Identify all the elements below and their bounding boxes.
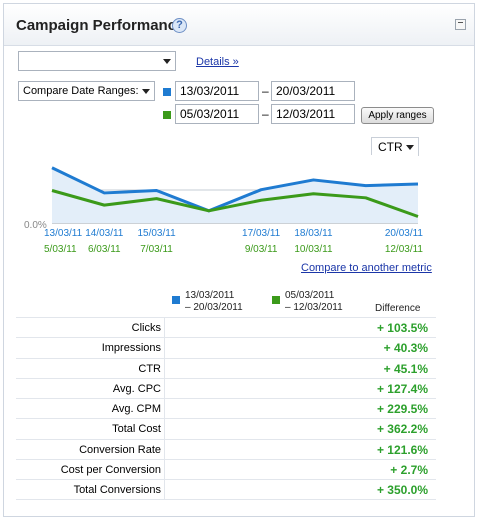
campaign-select[interactable] <box>18 51 176 71</box>
difference-value: + 40.3% <box>383 341 428 356</box>
ctr-line-chart: 0.0%13/03/11 14/03/11 15/03/11 17/03/11 18/0… <box>24 166 424 255</box>
table-row: Total Conversions + 350.0% <box>16 479 436 500</box>
x-tick-label: 9/03/11 <box>245 244 278 255</box>
x-tick-label: 5/03/11 <box>44 244 77 255</box>
details-link[interactable]: Details » <box>196 56 239 68</box>
comparison-table: Clicks + 103.5% Impressions + 40.3% CTR + 45.… <box>16 317 436 500</box>
x-tick-label: 13/03/11 <box>44 228 83 239</box>
metric-label: Clicks <box>131 322 161 334</box>
range2-color-swatch <box>163 111 171 119</box>
range1-dash: – <box>262 84 269 98</box>
metric-label: Cost per Conversion <box>60 464 161 477</box>
chevron-down-icon <box>142 89 150 94</box>
minimize-icon[interactable] <box>455 19 466 30</box>
difference-value: + 362.2% <box>376 422 428 437</box>
column-divider <box>164 480 165 499</box>
x-tick-label: 17/03/11 <box>242 228 281 239</box>
compare-mode-value: Compare Date Ranges: <box>23 85 139 97</box>
metric-label: Total Conversions <box>73 484 161 497</box>
table-row: Total Cost + 362.2% <box>16 418 436 439</box>
column-divider <box>164 318 165 338</box>
table-row: Conversion Rate + 121.6% <box>16 438 436 460</box>
x-tick-label: 12/03/11 <box>385 244 424 255</box>
table-row: Avg. CPM + 229.5% <box>16 398 436 419</box>
difference-header: Difference <box>375 303 421 314</box>
x-tick-label: 20/03/11 <box>385 228 424 239</box>
chevron-down-icon <box>406 145 414 150</box>
panel-title: Campaign Performance <box>16 17 185 34</box>
metric-label: Impressions <box>101 342 161 355</box>
table-row: Avg. CPC + 127.4% <box>16 377 436 399</box>
column-divider <box>164 378 165 399</box>
panel-header: Campaign Performance ? <box>4 4 474 46</box>
difference-value: + 121.6% <box>376 442 428 457</box>
compare-metric-link[interactable]: Compare to another metric <box>301 262 432 274</box>
column-divider <box>164 439 165 460</box>
legend-range2-line2: – 12/03/2011 <box>285 302 343 313</box>
table-row: Cost per Conversion + 2.7% <box>16 459 436 480</box>
legend-swatch-range2 <box>272 296 280 304</box>
legend-swatch-range1 <box>172 296 180 304</box>
x-tick-label: 7/03/11 <box>140 244 173 255</box>
table-row: Clicks + 103.5% <box>16 317 436 338</box>
metric-label: Total Cost <box>112 423 161 436</box>
compare-mode-select[interactable]: Compare Date Ranges: <box>18 81 155 101</box>
legend-range2-line1: 05/03/2011 <box>285 290 335 301</box>
column-divider <box>164 419 165 439</box>
range1-start-input[interactable]: 13/03/2011 <box>175 81 259 101</box>
range2-start-input[interactable]: 05/03/2011 <box>175 104 259 124</box>
difference-value: + 350.0% <box>376 483 428 498</box>
x-tick-label: 6/03/11 <box>88 244 121 255</box>
help-icon[interactable]: ? <box>172 18 187 33</box>
difference-value: + 2.7% <box>390 463 428 478</box>
apply-ranges-button[interactable]: Apply ranges <box>361 107 434 124</box>
range1-color-swatch <box>163 88 171 96</box>
difference-value: + 127.4% <box>376 381 428 396</box>
column-divider <box>164 358 165 378</box>
column-divider <box>164 399 165 419</box>
difference-value: + 103.5% <box>376 321 428 335</box>
series-line-range2 <box>51 189 419 218</box>
x-tick-label: 15/03/11 <box>137 228 176 239</box>
metric-label: CTR <box>138 362 161 375</box>
metric-label: Avg. CPC <box>112 382 161 395</box>
range1-end-input[interactable]: 20/03/2011 <box>271 81 355 101</box>
x-tick-label: 10/03/11 <box>294 244 333 255</box>
table-row: Impressions + 40.3% <box>16 337 436 358</box>
metric-select-value: CTR <box>378 140 403 154</box>
range2-end-input[interactable]: 12/03/2011 <box>271 104 355 124</box>
column-divider <box>164 338 165 358</box>
difference-value: + 229.5% <box>376 402 428 417</box>
y-axis-min-label: 0.0% <box>24 220 47 231</box>
range2-dash: – <box>262 107 269 121</box>
legend-range1-line2: – 20/03/2011 <box>185 302 243 313</box>
legend-range2: 05/03/2011 – 12/03/2011 <box>285 290 343 314</box>
column-divider <box>164 460 165 480</box>
difference-value: + 45.1% <box>383 361 428 376</box>
metric-label: Conversion Rate <box>79 443 161 456</box>
metric-label: Avg. CPM <box>111 403 161 416</box>
chevron-down-icon <box>163 59 171 64</box>
legend-range1-line1: 13/03/2011 <box>185 290 235 301</box>
legend-range1: 13/03/2011 – 20/03/2011 <box>185 290 243 314</box>
series-line-range1 <box>51 166 419 213</box>
x-tick-label: 14/03/11 <box>85 228 124 239</box>
x-tick-label: 18/03/11 <box>294 228 333 239</box>
table-row: CTR + 45.1% <box>16 357 436 378</box>
